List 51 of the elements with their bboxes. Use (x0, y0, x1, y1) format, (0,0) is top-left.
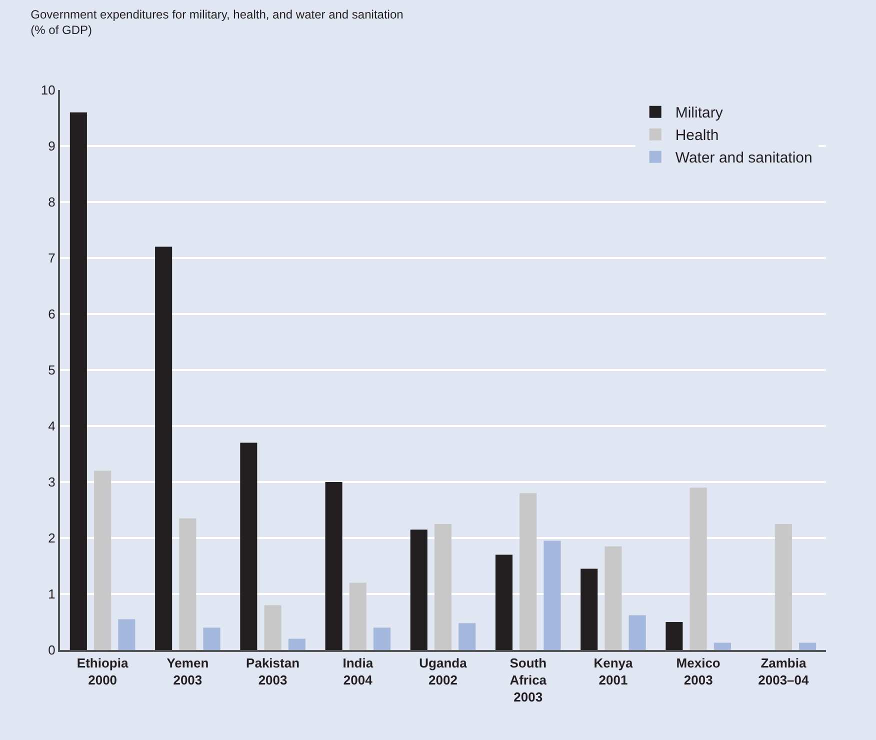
y-tick-label: 2 (48, 530, 56, 546)
bar (434, 524, 452, 650)
y-tick-label: 4 (48, 418, 56, 434)
x-tick-label: Ethiopia 2000 (76, 656, 129, 688)
bar (179, 518, 196, 650)
bar (155, 246, 172, 650)
x-tick-label: Kenya 2001 (594, 656, 634, 688)
x-tick-label: South Africa 2003 (510, 656, 548, 704)
bar (410, 530, 428, 650)
x-tick-label: India 2004 (342, 656, 374, 688)
bar (604, 546, 622, 650)
bar (240, 442, 258, 650)
y-tick-label: 0 (48, 642, 56, 658)
bar (288, 638, 306, 650)
bar (544, 540, 561, 650)
bar (373, 628, 391, 650)
bar (264, 605, 282, 650)
x-tick-label: Mexico 2003 (676, 656, 720, 688)
bar (666, 622, 683, 650)
chart-title: Government expenditures for military, health, and water and sanitation (30, 8, 404, 22)
y-tick-label: 5 (48, 362, 56, 378)
y-tick-label: 3 (48, 474, 56, 490)
bar (458, 623, 476, 650)
y-tick-label: 8 (48, 194, 56, 210)
bar (495, 554, 513, 650)
chart-subtitle: (% of GDP) (30, 23, 92, 38)
bar (203, 628, 220, 650)
legend-label: Health (675, 127, 719, 144)
x-tick-label: Uganda 2002 (419, 656, 468, 688)
bar (520, 493, 537, 650)
bar (799, 642, 816, 650)
bar (690, 488, 707, 650)
bar (118, 619, 136, 650)
bar (70, 112, 87, 650)
bar (349, 582, 366, 650)
bar (774, 524, 792, 650)
bar (94, 470, 112, 650)
x-tick-label: Yemen 2003 (166, 656, 209, 688)
bar (628, 615, 646, 650)
y-tick-label: 6 (48, 306, 56, 322)
bar (325, 482, 342, 650)
x-tick-label: Zambia 2003–04 (758, 656, 810, 688)
y-tick-label: 1 (48, 586, 56, 602)
y-tick-label: 9 (48, 138, 56, 154)
bar (714, 642, 731, 650)
x-tick-label: Pakistan 2003 (246, 656, 300, 688)
legend-label: Water and sanitation (675, 150, 812, 167)
bar (580, 568, 598, 650)
legend-label: Military (675, 104, 724, 122)
y-tick-label: 7 (48, 250, 56, 266)
y-tick-label: 10 (40, 82, 56, 98)
